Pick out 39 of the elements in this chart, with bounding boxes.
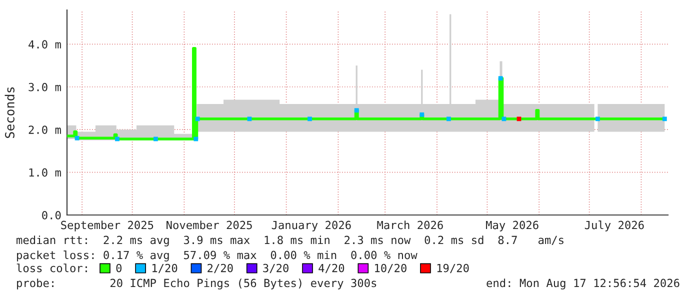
point: [502, 116, 506, 122]
point: [115, 136, 120, 142]
point: [308, 116, 312, 122]
legend-label: 3/20: [263, 264, 288, 274]
point: [446, 116, 451, 122]
y-tick-label: 4.0 m: [28, 40, 61, 49]
x-tick-label: November 2025: [166, 220, 252, 230]
point: [194, 136, 198, 142]
y-tick-label: 2.0 m: [28, 126, 61, 134]
y-axis-title: Seconds: [4, 87, 14, 138]
legend-label: 19/20: [437, 264, 469, 274]
y-tick-label: 0.0: [42, 211, 61, 220]
x-tick-label: January 2026: [272, 220, 351, 232]
legend-label: 10/20: [375, 264, 406, 274]
legend-label: 2/20: [208, 264, 233, 274]
legend-label: 1/20: [152, 264, 178, 274]
legend-label: 4/20: [318, 264, 344, 274]
point: [662, 116, 667, 122]
point: [247, 116, 252, 122]
point: [154, 136, 158, 142]
point: [595, 116, 600, 122]
point: [74, 136, 80, 140]
point: [516, 116, 522, 122]
point: [354, 108, 359, 113]
x-tick-label: July 2026: [584, 220, 644, 232]
text: end: Mon Aug 17 12:56:54 2026: [486, 278, 680, 290]
y-tick-label: 1.0 m: [29, 168, 61, 177]
text: probe: 20 ICMP Echo Pings (56 Bytes) every 300s: [17, 278, 376, 290]
text: median rtt: 2.2 ms avg 3.9 ms max 1.8 ms min 2.3 ms now 0.2 ms sd 8.7 am/s: [16, 236, 564, 246]
legend-label: 0: [116, 264, 122, 272]
legend-title: loss color:: [16, 264, 87, 272]
x-tick-label: March 2026: [377, 220, 443, 230]
x-tick-label: September 2025: [61, 220, 154, 232]
point: [420, 112, 424, 117]
text: packet loss: 0.17 % avg 57.09 % max 0.00 % min 0.00 % now: [17, 250, 418, 262]
x-tick-label: May 2026: [486, 220, 538, 232]
point: [498, 76, 503, 81]
point: [195, 116, 200, 122]
y-tick-label: 3.0 m: [28, 82, 61, 92]
